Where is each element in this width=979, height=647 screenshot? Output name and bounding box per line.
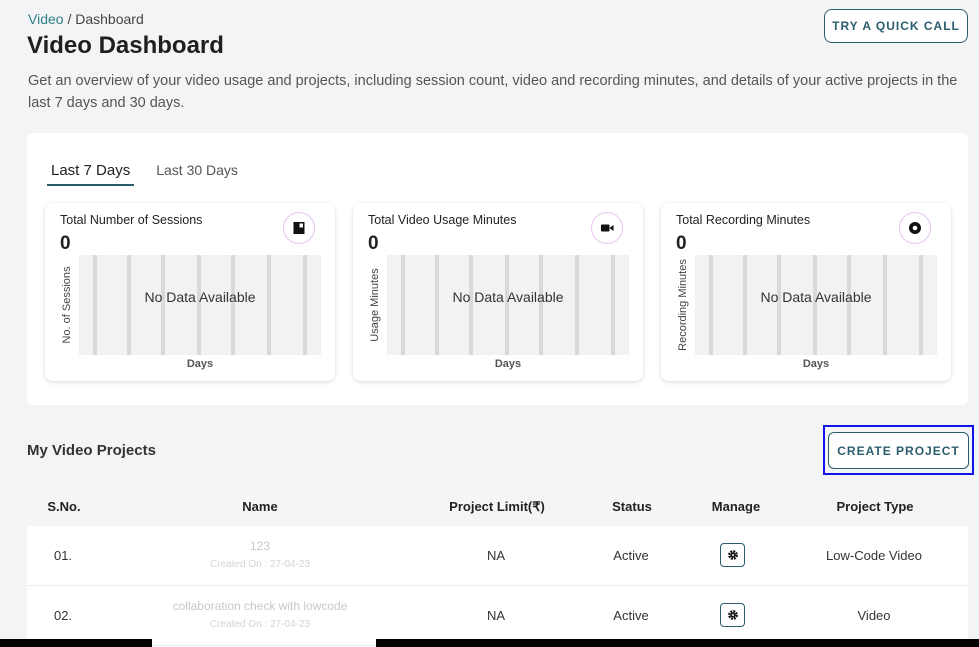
chart-value: 0 [676, 233, 687, 254]
column-header-status: Status [612, 499, 652, 514]
column-header-sno: S.No. [47, 499, 81, 514]
projects-table: S.No. Name Project Limit(₹) Status Manag… [27, 486, 968, 647]
y-axis-label: Usage Minutes [369, 268, 381, 342]
grid-bar [847, 255, 851, 355]
chart-value: 0 [368, 233, 379, 254]
grid-bar [197, 255, 201, 355]
focus-ring [823, 425, 974, 475]
row-status: Active [613, 548, 649, 563]
grid-bar [401, 255, 405, 355]
grid-bar [303, 255, 307, 355]
sessions-chart-card: Total Number of Sessions 0 No Data Avail… [45, 203, 335, 381]
screen-edge-strip [376, 639, 979, 647]
page-title: Video Dashboard [27, 32, 224, 59]
period-tabs: Last 7 Days Last 30 Days [47, 160, 260, 186]
usage-panel: Last 7 Days Last 30 Days Total Number of… [27, 133, 968, 405]
table-row: 02. collaboration check with lowcode Cre… [27, 586, 968, 646]
grid-bar [575, 255, 579, 355]
try-quick-call-button[interactable]: TRY A QUICK CALL [824, 9, 968, 43]
grid-bar [813, 255, 817, 355]
project-created-date: Created On : 27-04-23 [209, 619, 311, 630]
y-axis-label: No. of Sessions [61, 266, 73, 344]
breadcrumb-video-link[interactable]: Video [28, 11, 64, 27]
grid-bar [435, 255, 439, 355]
no-data-text: No Data Available [760, 289, 872, 305]
project-created-date: Created On : 27-04-23 [209, 559, 311, 570]
usage-minutes-chart-card: Total Video Usage Minutes 0 No Data Avai… [353, 203, 643, 381]
chart-plot-area: No Data Available [695, 255, 937, 355]
grid-bar [777, 255, 781, 355]
x-axis-label: Days [494, 358, 522, 370]
row-project-type: Video [857, 608, 891, 623]
breadcrumb-current: Dashboard [75, 11, 144, 27]
manage-settings-button[interactable] [720, 543, 745, 567]
document-icon [283, 212, 315, 244]
row-project-limit: NA [486, 608, 506, 623]
project-name[interactable]: 123 [249, 539, 271, 553]
x-axis-label: Days [186, 358, 214, 370]
create-project-button[interactable]: CREATE PROJECT [828, 432, 969, 469]
table-header: S.No. Name Project Limit(₹) Status Manag… [27, 486, 968, 526]
grid-bar [505, 255, 509, 355]
project-name[interactable]: collaboration check with lowcode [172, 599, 348, 613]
x-axis-label: Days [802, 358, 830, 370]
table-row: 01. 123 Created On : 27-04-23 NA Active … [27, 526, 968, 586]
grid-bar [743, 255, 747, 355]
projects-section-title: My Video Projects [27, 442, 156, 459]
row-project-limit: NA [486, 548, 506, 563]
no-data-text: No Data Available [144, 289, 256, 305]
grid-bar [127, 255, 131, 355]
grid-bar [93, 255, 97, 355]
recording-minutes-chart-card: Total Recording Minutes 0 No Data Availa… [661, 203, 951, 381]
column-header-manage: Manage [711, 499, 761, 514]
column-header-project-type: Project Type [836, 499, 914, 514]
record-icon [899, 212, 931, 244]
breadcrumb-separator: / [63, 11, 76, 27]
row-name-cell: 123 Created On : 27-04-23 [210, 539, 310, 570]
column-header-project-limit: Project Limit(₹) [449, 499, 545, 514]
chart-plot-area: No Data Available [79, 255, 321, 355]
row-project-type: Low-Code Video [826, 548, 922, 563]
grid-bar [267, 255, 271, 355]
overview-text: Get an overview of your video usage and … [28, 73, 958, 111]
manage-settings-button[interactable] [720, 603, 745, 627]
row-name-cell: collaboration check with lowcode Created… [173, 599, 348, 630]
chart-plot-area: No Data Available [387, 255, 629, 355]
grid-bar [231, 255, 235, 355]
chart-title: Total Number of Sessions [60, 213, 203, 227]
no-data-text: No Data Available [452, 289, 564, 305]
row-sno: 02. [53, 608, 73, 623]
gear-icon [727, 550, 738, 560]
grid-bar [883, 255, 887, 355]
chart-title: Total Recording Minutes [676, 213, 811, 227]
breadcrumb: Video / Dashboard [28, 11, 144, 27]
row-sno: 01. [53, 548, 73, 563]
tab-last-30-days[interactable]: Last 30 Days [156, 162, 238, 178]
grid-bar [919, 255, 923, 355]
grid-bar [539, 255, 543, 355]
y-axis-label: Recording Minutes [677, 259, 689, 351]
video-camera-icon [591, 212, 623, 244]
grid-bar [161, 255, 165, 355]
chart-title: Total Video Usage Minutes [368, 213, 517, 227]
grid-bar [709, 255, 713, 355]
grid-bar [469, 255, 473, 355]
grid-bar [611, 255, 615, 355]
screen-edge-strip [0, 639, 152, 647]
column-header-name: Name [242, 499, 278, 514]
row-status: Active [613, 608, 649, 623]
gear-icon [727, 610, 738, 620]
tab-last-7-days[interactable]: Last 7 Days [47, 160, 135, 186]
chart-value: 0 [60, 233, 71, 254]
